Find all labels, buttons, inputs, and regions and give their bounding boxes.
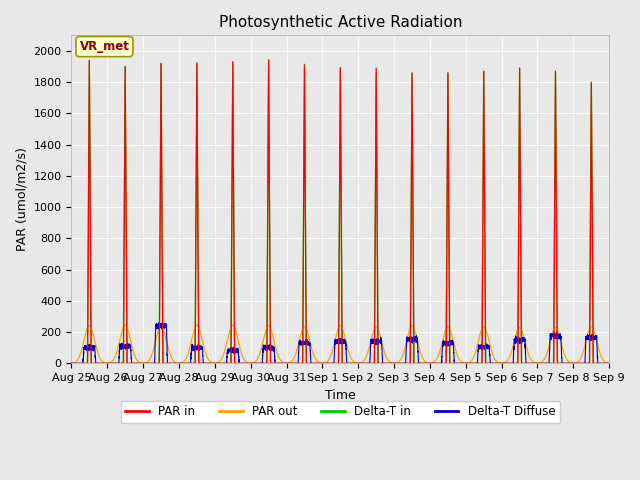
- X-axis label: Time: Time: [325, 389, 356, 402]
- Text: VR_met: VR_met: [79, 40, 129, 53]
- Y-axis label: PAR (umol/m2/s): PAR (umol/m2/s): [15, 147, 28, 252]
- Legend: PAR in, PAR out, Delta-T in, Delta-T Diffuse: PAR in, PAR out, Delta-T in, Delta-T Dif…: [120, 401, 560, 423]
- Title: Photosynthetic Active Radiation: Photosynthetic Active Radiation: [218, 15, 462, 30]
